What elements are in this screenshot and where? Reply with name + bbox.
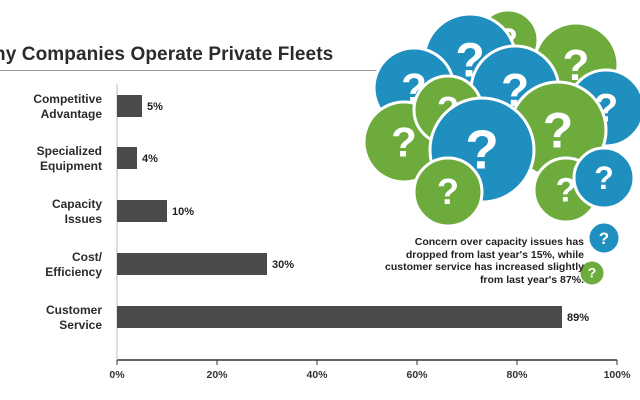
bar-value-label: 5% (147, 101, 163, 113)
bar (117, 95, 142, 117)
bar (117, 253, 267, 275)
category-label: Advantage (41, 107, 103, 121)
question-bubble: ? (572, 146, 636, 210)
bar-value-label: 4% (142, 153, 158, 165)
svg-text:?: ? (588, 265, 597, 281)
x-tick-label: 0% (109, 369, 125, 381)
x-tick-label: 100% (604, 369, 632, 381)
x-tick-label: 60% (406, 369, 428, 381)
category-label: Issues (65, 212, 103, 226)
title-divider (0, 70, 410, 71)
question-bubble: ? (577, 258, 607, 288)
bar (117, 200, 167, 222)
svg-text:?: ? (437, 171, 459, 212)
x-tick-label: 40% (306, 369, 328, 381)
category-label: Cost/ (72, 250, 103, 264)
x-tick-label: 80% (506, 369, 528, 381)
category-label: Specialized (37, 144, 102, 158)
callout-note: Concern over capacity issues has dropped… (362, 236, 584, 286)
bar-value-label: 89% (567, 312, 589, 324)
category-label: Capacity (52, 197, 102, 211)
bar-value-label: 10% (172, 206, 194, 218)
callout-line: customer service has increased slightly (384, 261, 584, 273)
category-label: Equipment (40, 159, 102, 173)
svg-text:?: ? (391, 118, 417, 165)
svg-text:?: ? (556, 172, 577, 210)
callout-line: from last year's 87%. (479, 273, 584, 286)
bar (117, 306, 562, 328)
svg-text:?: ? (599, 229, 609, 248)
callout-line: Concern over capacity issues has (414, 236, 584, 248)
category-label: Competitive (33, 92, 102, 106)
callout-line: dropped from last year's 15%, while (405, 248, 584, 261)
bar (117, 147, 137, 169)
chart-title: hy Companies Operate Private Fleets (0, 44, 334, 65)
svg-text:?: ? (594, 160, 614, 196)
x-tick-label: 20% (206, 369, 228, 381)
question-bubble: ? (586, 220, 622, 256)
category-label: Customer (46, 303, 102, 317)
category-label: Efficiency (45, 265, 102, 279)
category-label: Service (59, 318, 102, 332)
question-bubble: ? (412, 156, 484, 228)
bar-value-label: 30% (272, 259, 294, 271)
svg-text:?: ? (543, 102, 574, 158)
